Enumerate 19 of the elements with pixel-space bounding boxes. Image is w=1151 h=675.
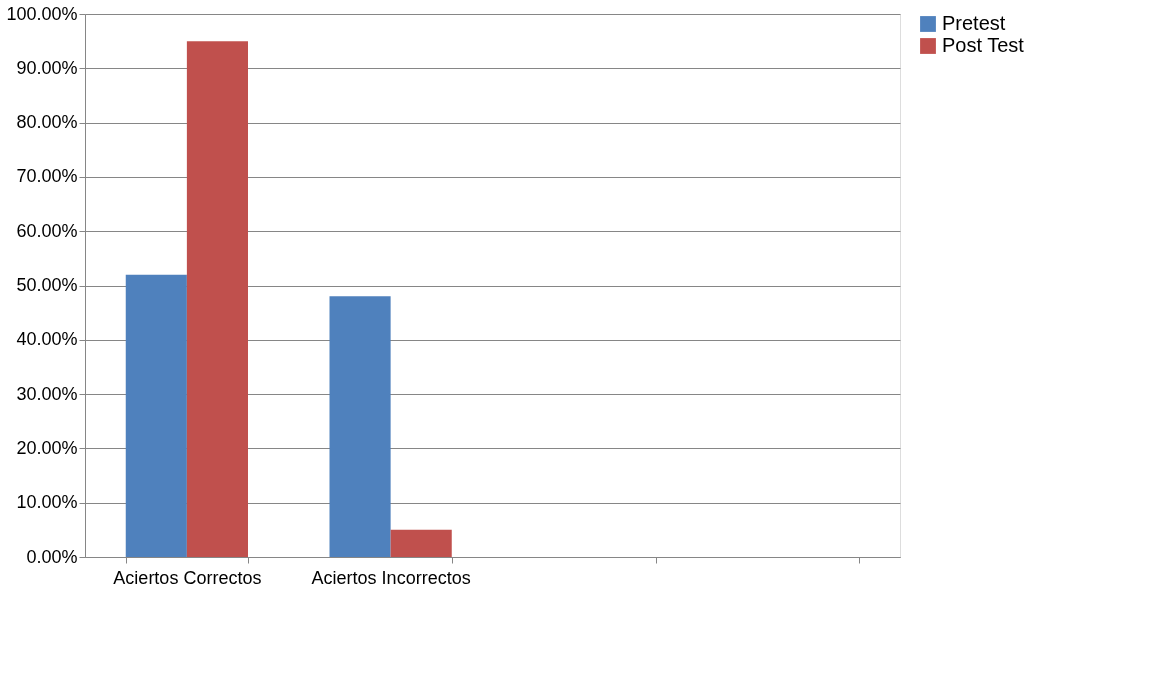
y-tick-label: 20.00% (16, 437, 78, 458)
y-tick-label: 50.00% (16, 275, 78, 295)
y-tick-label: 60.00% (16, 220, 78, 241)
y-tick-label: 80.00% (16, 112, 78, 133)
y-tick-label: 70.00% (16, 166, 78, 187)
x-tick-label: Aciertos Incorrectos (311, 567, 471, 588)
y-tick-label: 90.00% (16, 57, 78, 78)
bar (186, 41, 248, 557)
y-tick-label: 0.00% (26, 546, 78, 567)
y-tick-label: 30.00% (16, 383, 78, 404)
bar (125, 274, 187, 557)
y-tick-label: 40.00% (16, 329, 78, 350)
y-tick-label: 10.00% (16, 492, 78, 513)
y-tick-label: 100.00% (6, 3, 78, 24)
x-tick-label: Aciertos Correctos (113, 567, 262, 588)
legend-label: Post Test (942, 34, 1025, 56)
legend-label: Pretest (942, 12, 1006, 34)
bar (390, 529, 452, 557)
bar (329, 296, 391, 557)
